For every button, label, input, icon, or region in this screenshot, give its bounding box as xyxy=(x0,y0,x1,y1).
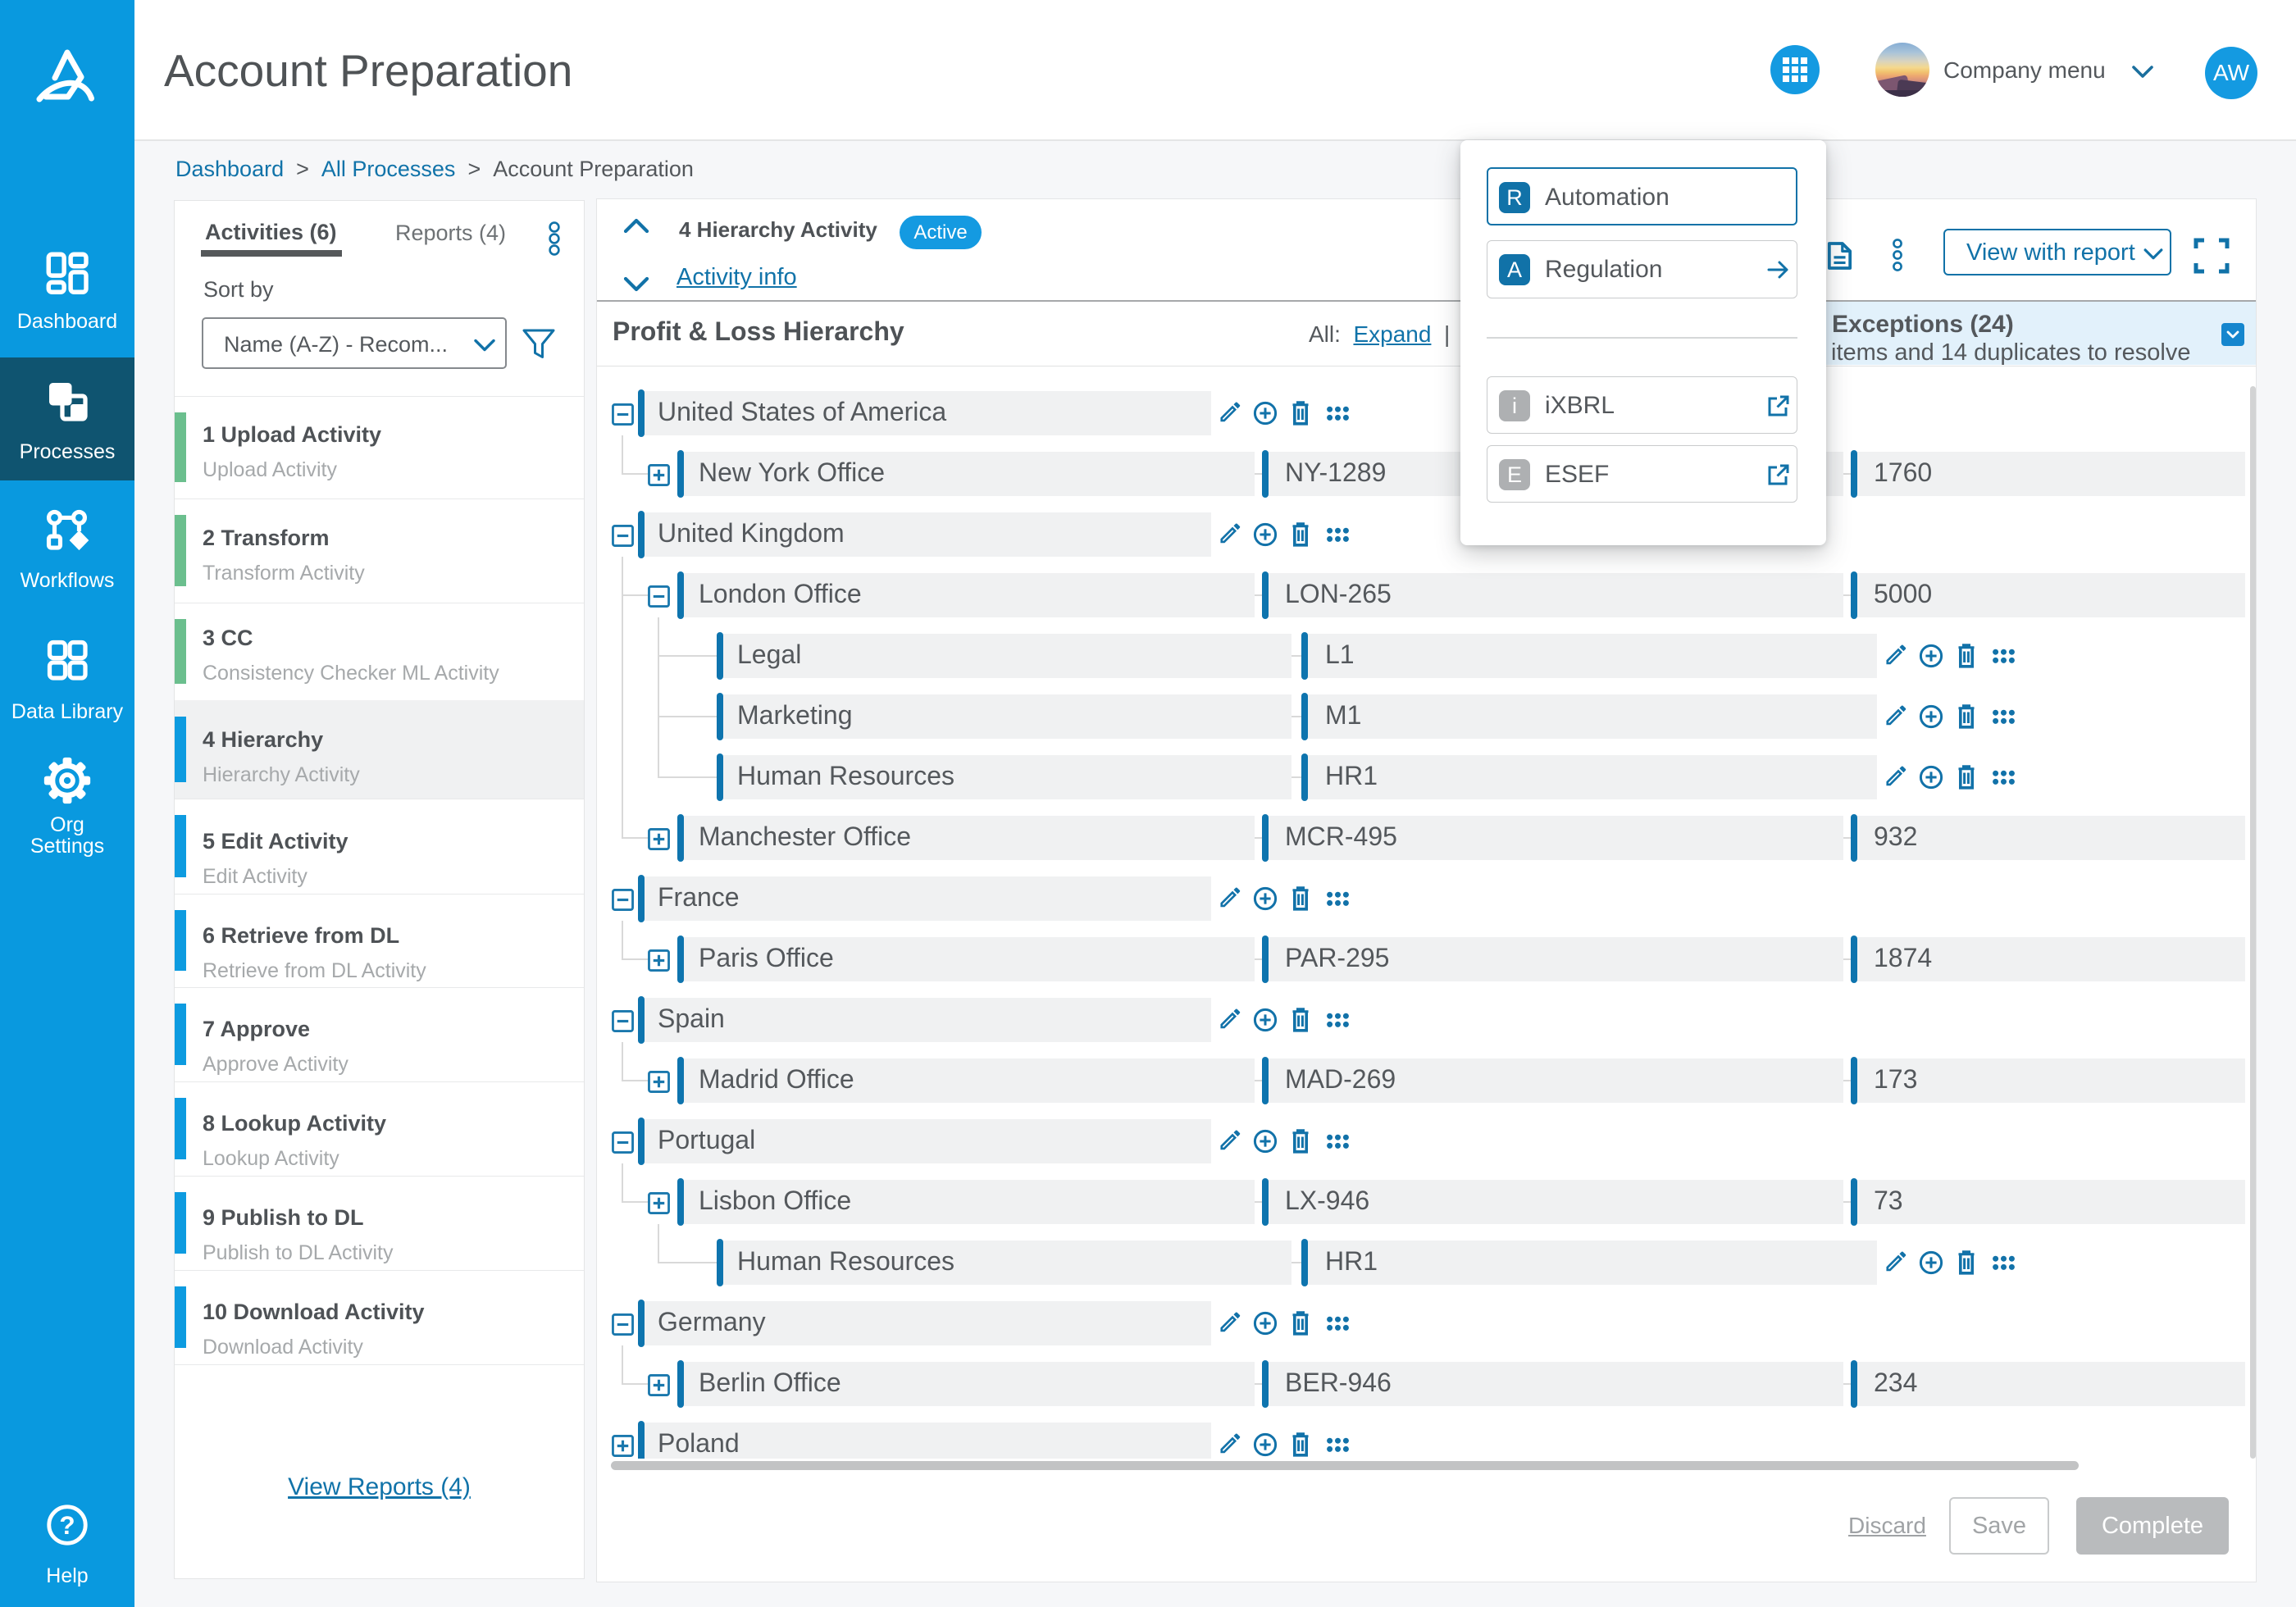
svg-text:?: ? xyxy=(59,1511,75,1540)
